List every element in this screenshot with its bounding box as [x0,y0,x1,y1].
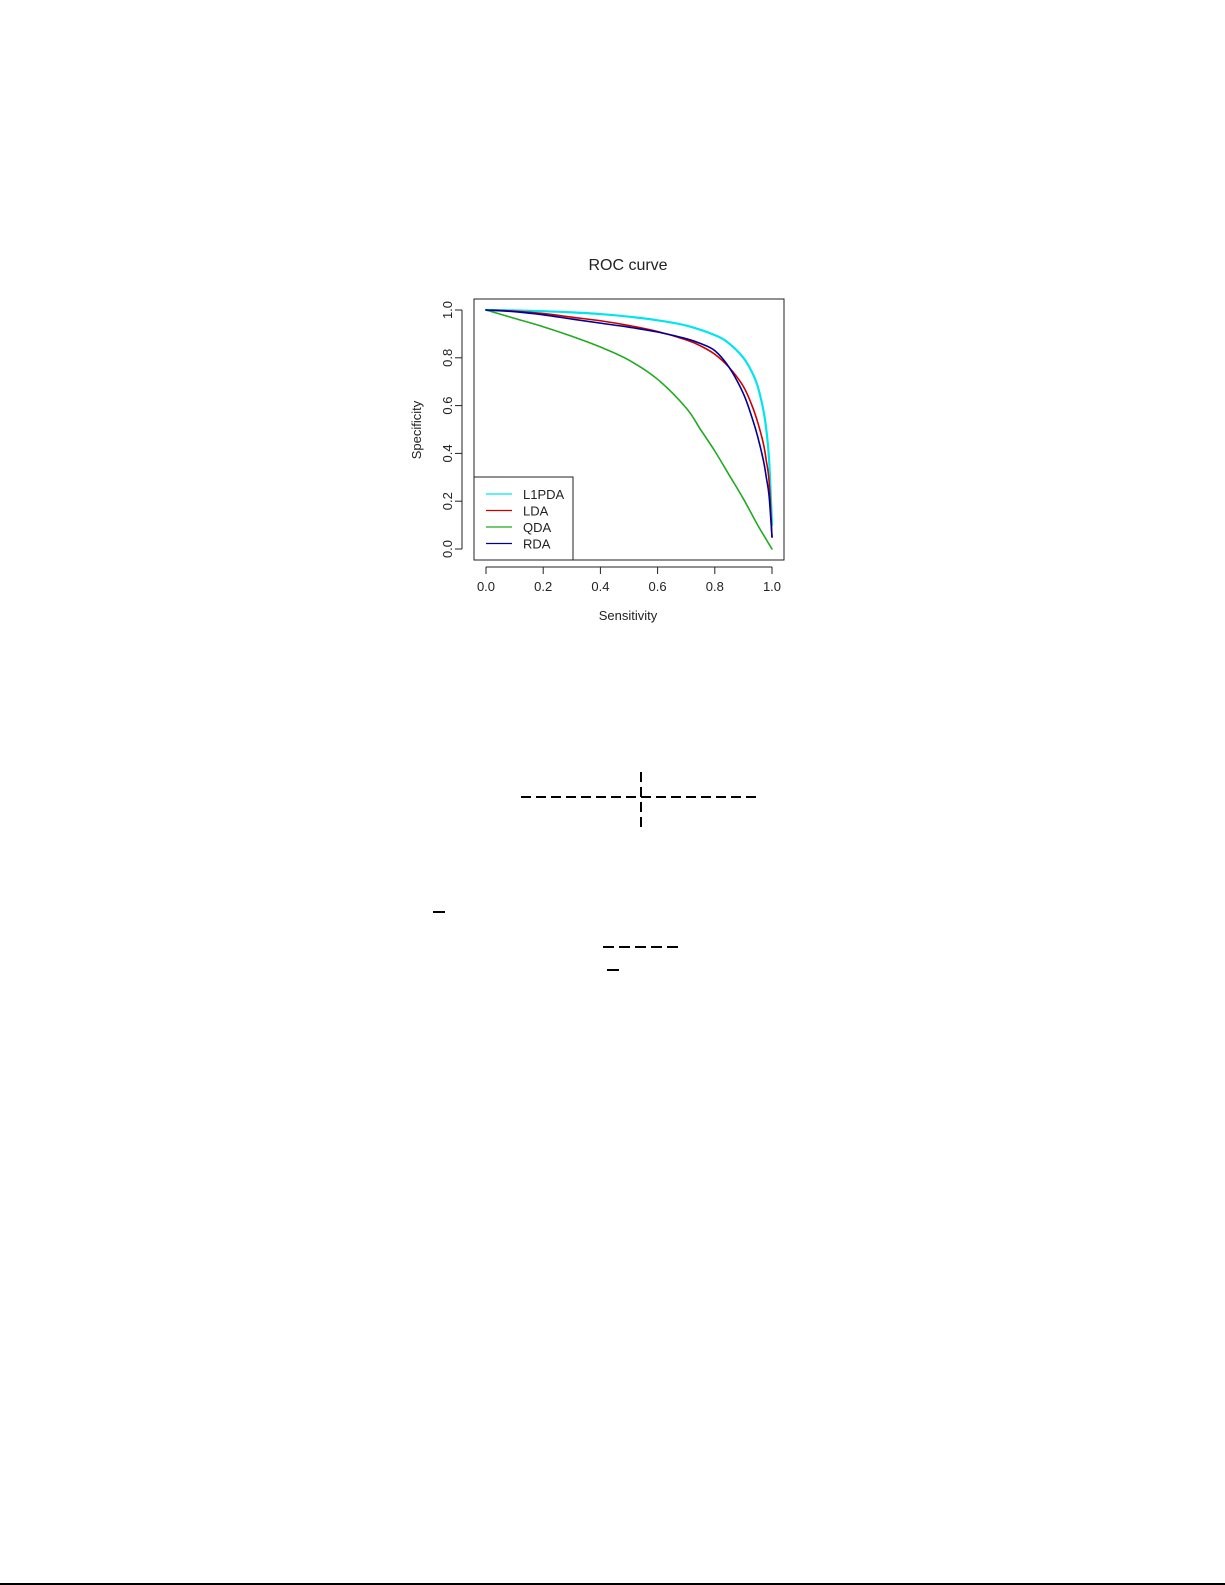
plot-frame [473,298,785,561]
y-tick-label: 0.8 [440,349,455,367]
y-tick-label: 0.2 [440,492,455,510]
y-tick-label: 0.0 [440,540,455,558]
y-tick-label: 0.4 [440,444,455,462]
x-tick-label: 0.0 [477,579,495,594]
x-tick-label: 0.4 [591,579,609,594]
series-line-l1pda [484,308,774,527]
x-axis-title: Sensitivity [599,608,658,623]
x-tick-label: 1.0 [763,579,781,594]
x-tick-label: 0.8 [706,579,724,594]
y-tick-label: 0.6 [440,397,455,415]
legend-label-rda: RDA [523,537,551,552]
legend-label-l1pda: L1PDA [523,487,565,502]
legend-label-qda: QDA [523,520,552,535]
y-axis-title: Specificity [409,400,424,459]
y-tick-label: 1.0 [440,301,455,319]
series-lines [484,308,774,550]
x-tick-label: 0.2 [534,579,552,594]
x-tick-label: 0.6 [649,579,667,594]
series-line-rda [485,309,773,538]
page-bottom-rule [0,1583,1225,1585]
decorative-dashes [433,772,761,971]
legend-label-lda: LDA [523,504,549,519]
series-line-qda [485,309,773,550]
series-line-lda [485,309,773,538]
legend-box [473,476,574,561]
chart-title: ROC curve [588,257,667,274]
axes: 0.0 0.2 0.4 0.6 0.8 1.0 0.0 0.2 0.4 0.6 0.8 1.0 [440,301,781,594]
